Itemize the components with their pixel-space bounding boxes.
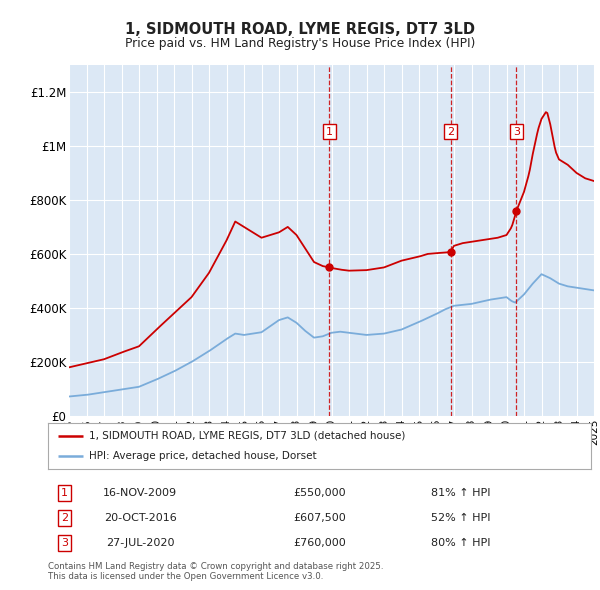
Text: 2: 2 [61, 513, 68, 523]
Text: £760,000: £760,000 [293, 537, 346, 548]
Text: HPI: Average price, detached house, Dorset: HPI: Average price, detached house, Dors… [89, 451, 316, 461]
Text: 2: 2 [447, 127, 454, 137]
Text: £607,500: £607,500 [293, 513, 346, 523]
Text: 1, SIDMOUTH ROAD, LYME REGIS, DT7 3LD: 1, SIDMOUTH ROAD, LYME REGIS, DT7 3LD [125, 22, 475, 37]
Text: 80% ↑ HPI: 80% ↑ HPI [431, 537, 490, 548]
Text: 3: 3 [513, 127, 520, 137]
Text: 20-OCT-2016: 20-OCT-2016 [104, 513, 176, 523]
Text: Contains HM Land Registry data © Crown copyright and database right 2025.
This d: Contains HM Land Registry data © Crown c… [48, 562, 383, 581]
Text: 52% ↑ HPI: 52% ↑ HPI [431, 513, 490, 523]
Text: 1: 1 [61, 488, 68, 498]
Text: £550,000: £550,000 [293, 488, 346, 498]
Text: 3: 3 [61, 537, 68, 548]
Text: 1, SIDMOUTH ROAD, LYME REGIS, DT7 3LD (detached house): 1, SIDMOUTH ROAD, LYME REGIS, DT7 3LD (d… [89, 431, 405, 441]
Text: Price paid vs. HM Land Registry's House Price Index (HPI): Price paid vs. HM Land Registry's House … [125, 37, 475, 50]
Text: 27-JUL-2020: 27-JUL-2020 [106, 537, 175, 548]
Text: 81% ↑ HPI: 81% ↑ HPI [431, 488, 490, 498]
Text: 1: 1 [326, 127, 333, 137]
Text: 16-NOV-2009: 16-NOV-2009 [103, 488, 178, 498]
